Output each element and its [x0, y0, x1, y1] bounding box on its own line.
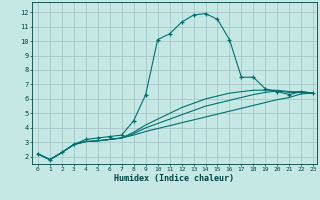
X-axis label: Humidex (Indice chaleur): Humidex (Indice chaleur)	[115, 174, 234, 183]
